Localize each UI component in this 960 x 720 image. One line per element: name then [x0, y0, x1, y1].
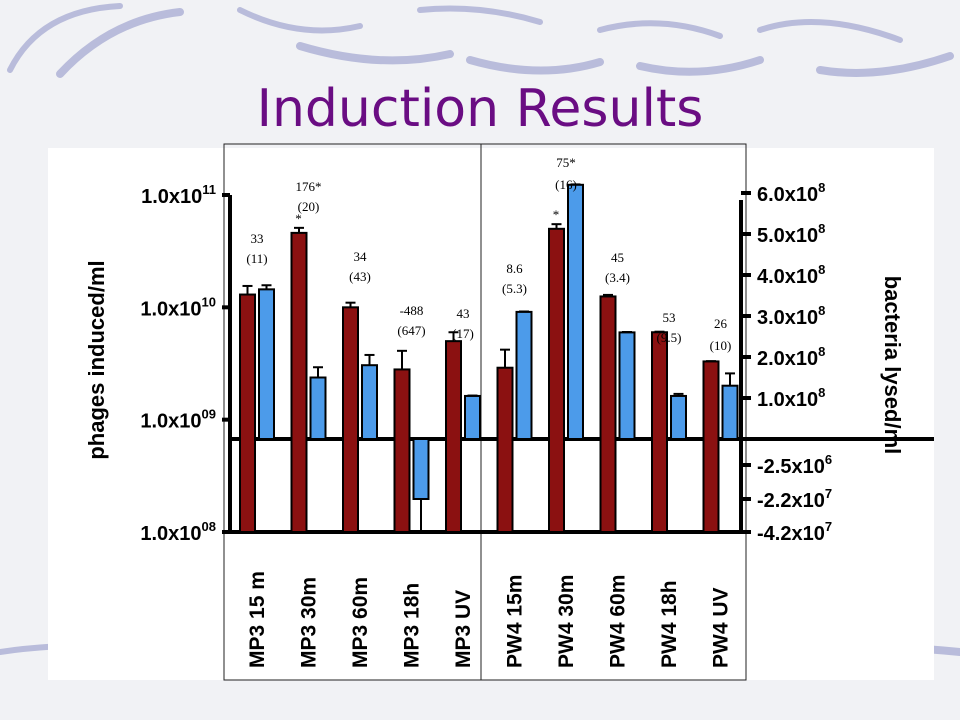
swoosh-stroke — [56, 8, 184, 78]
annotation-error: (17) — [452, 326, 474, 341]
bar-phages — [342, 306, 359, 534]
annotation-error: (647) — [397, 323, 425, 338]
swoosh-stroke — [636, 56, 764, 76]
annotation-error: (20) — [298, 199, 320, 214]
swoosh-stroke — [296, 42, 454, 65]
category-label: PW4 15m — [504, 575, 527, 668]
significance-star: * — [553, 207, 560, 222]
bar-bacteria — [721, 384, 739, 441]
annotation-value: 75* — [556, 155, 576, 170]
bar-bacteria — [515, 310, 533, 440]
bar-phages — [239, 293, 256, 533]
annotation-error: (43) — [349, 269, 371, 284]
annotation-value: 26 — [714, 316, 728, 331]
right-tick-label: -4.2x107 — [757, 519, 832, 545]
annotation-error: (5.3) — [502, 281, 527, 296]
right-tick-label: -2.5x106 — [757, 452, 832, 478]
bar-bacteria — [567, 183, 584, 440]
right-tick-label: 4.0x108 — [757, 262, 825, 288]
bar-phages — [548, 227, 565, 533]
swoosh-stroke — [816, 52, 954, 77]
bar-bacteria — [412, 438, 430, 500]
annotation-error: (3.4) — [605, 270, 630, 285]
bar-phages — [445, 340, 462, 534]
bar-bacteria — [361, 364, 378, 441]
annotation-value: 33 — [251, 231, 264, 246]
category-label: PW4 30m — [555, 575, 578, 668]
bar-phages — [393, 368, 411, 533]
bar-phages — [651, 331, 668, 533]
bar-bacteria — [464, 394, 481, 441]
annotation-error: (16) — [555, 177, 577, 192]
bars — [239, 183, 739, 534]
annotation-value: 53 — [663, 310, 676, 325]
bar-annotations: 33(11)176*(20)*34(43)-488(647)43(17)8.6(… — [246, 155, 731, 353]
category-label: MP3 UV — [452, 590, 475, 668]
category-label: PW4 UV — [710, 587, 733, 668]
bar-phages — [599, 295, 617, 533]
right-tick-label: 6.0x108 — [757, 180, 825, 206]
left-axis-label: phages induced/ml — [84, 260, 109, 459]
category-label: PW4 60m — [607, 575, 630, 668]
category-label: MP3 15 m — [246, 571, 269, 668]
swoosh-stroke — [237, 7, 363, 34]
annotation-error: (10) — [710, 338, 732, 353]
category-labels: MP3 15 m MP3 30m MP3 60m MP3 18h MP3 UV PW4 1… — [246, 571, 733, 668]
right-tick-label: -2.2x107 — [757, 486, 832, 512]
significance-star: * — [295, 211, 302, 226]
annotation-value: 45 — [611, 250, 624, 265]
swoosh-stroke — [7, 3, 123, 73]
left-tick-label: 1.0x1008 — [140, 519, 216, 545]
swoosh-stroke — [597, 20, 723, 39]
bar-phages — [290, 231, 308, 533]
annotation-value: 34 — [354, 249, 368, 264]
bar-bacteria — [258, 288, 275, 440]
swoosh-stroke — [466, 56, 604, 75]
right-tick-label: 2.0x108 — [757, 344, 825, 370]
category-label: MP3 30m — [298, 577, 321, 668]
annotation-value: 43 — [457, 306, 470, 321]
bar-bacteria — [618, 331, 636, 440]
annotation-error: (11) — [246, 251, 267, 266]
swoosh-stroke — [757, 19, 903, 43]
category-label: MP3 18h — [401, 583, 424, 668]
swoosh-stroke — [417, 5, 543, 25]
right-tick-label: 3.0x108 — [757, 303, 825, 329]
category-label: PW4 18h — [658, 580, 681, 668]
annotation-value: 176* — [296, 179, 322, 194]
bar-bacteria — [309, 376, 327, 440]
annotation-error: (9.5) — [657, 330, 682, 345]
right-axis-ticks: 6.0x108 5.0x108 4.0x108 3.0x108 2.0x108 1.0x1… — [741, 180, 832, 545]
bar-phages — [496, 366, 514, 534]
annotation-value: -488 — [400, 303, 424, 318]
slide-title: Induction Results — [257, 79, 704, 139]
category-label: MP3 60m — [349, 577, 372, 668]
right-tick-label: 5.0x108 — [757, 221, 825, 247]
annotation-value: 8.6 — [506, 261, 523, 276]
right-axis-label: bacteria lysed/ml — [880, 276, 905, 455]
right-tick-label: 1.0x108 — [757, 385, 825, 411]
bar-bacteria — [670, 394, 687, 441]
bar-phages — [702, 360, 720, 533]
chart-panel — [48, 148, 934, 680]
